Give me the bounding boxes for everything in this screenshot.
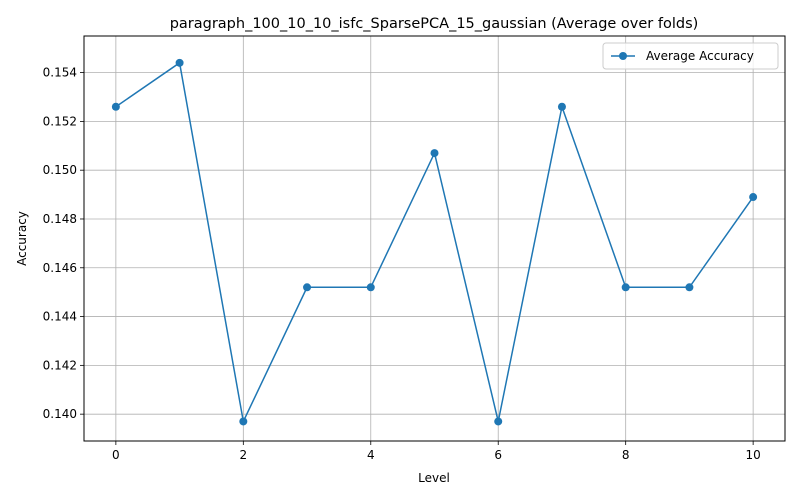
data-point	[175, 58, 184, 67]
y-tick-label: 0.152	[43, 114, 77, 128]
x-tick-label: 10	[745, 448, 760, 462]
data-point	[239, 417, 248, 426]
legend-box	[602, 42, 779, 70]
data-point	[685, 283, 694, 292]
x-tick-label: 6	[494, 448, 502, 462]
legend-marker-swatch	[619, 52, 627, 60]
chart-title: paragraph_100_10_10_isfc_SparsePCA_15_ga…	[170, 16, 699, 32]
data-point	[366, 283, 375, 292]
data-point	[494, 417, 503, 426]
data-point	[557, 102, 566, 111]
data-point	[111, 102, 120, 111]
x-tick-label: 2	[239, 448, 247, 462]
series-layer	[111, 58, 758, 426]
y-axis-ticks: 0.140 0.142 0.144 0.146 0.148 0.150 0.152 0.154	[43, 66, 84, 421]
y-tick-label: 0.154	[43, 66, 77, 80]
legend-label: Average Accuracy	[646, 49, 754, 63]
y-tick-label: 0.140	[43, 407, 77, 421]
data-point	[621, 283, 630, 292]
y-tick-label: 0.142	[43, 358, 77, 372]
data-point	[303, 283, 312, 292]
x-axis-label: Level	[418, 471, 450, 485]
plot-frame	[83, 35, 786, 442]
data-point	[749, 193, 758, 202]
grid-lines	[84, 36, 785, 441]
y-tick-label: 0.148	[43, 212, 77, 226]
x-tick-label: 0	[112, 448, 120, 462]
y-tick-label: 0.144	[43, 310, 77, 324]
x-tick-label: 4	[367, 448, 375, 462]
data-point	[430, 149, 439, 158]
legend: Average Accuracy	[602, 42, 779, 70]
x-tick-label: 8	[622, 448, 630, 462]
y-tick-label: 0.150	[43, 163, 77, 177]
y-axis-label: Accuracy	[15, 211, 29, 266]
x-axis-ticks: 0 2 4 6 8 10	[112, 441, 761, 462]
y-tick-label: 0.146	[43, 261, 77, 275]
